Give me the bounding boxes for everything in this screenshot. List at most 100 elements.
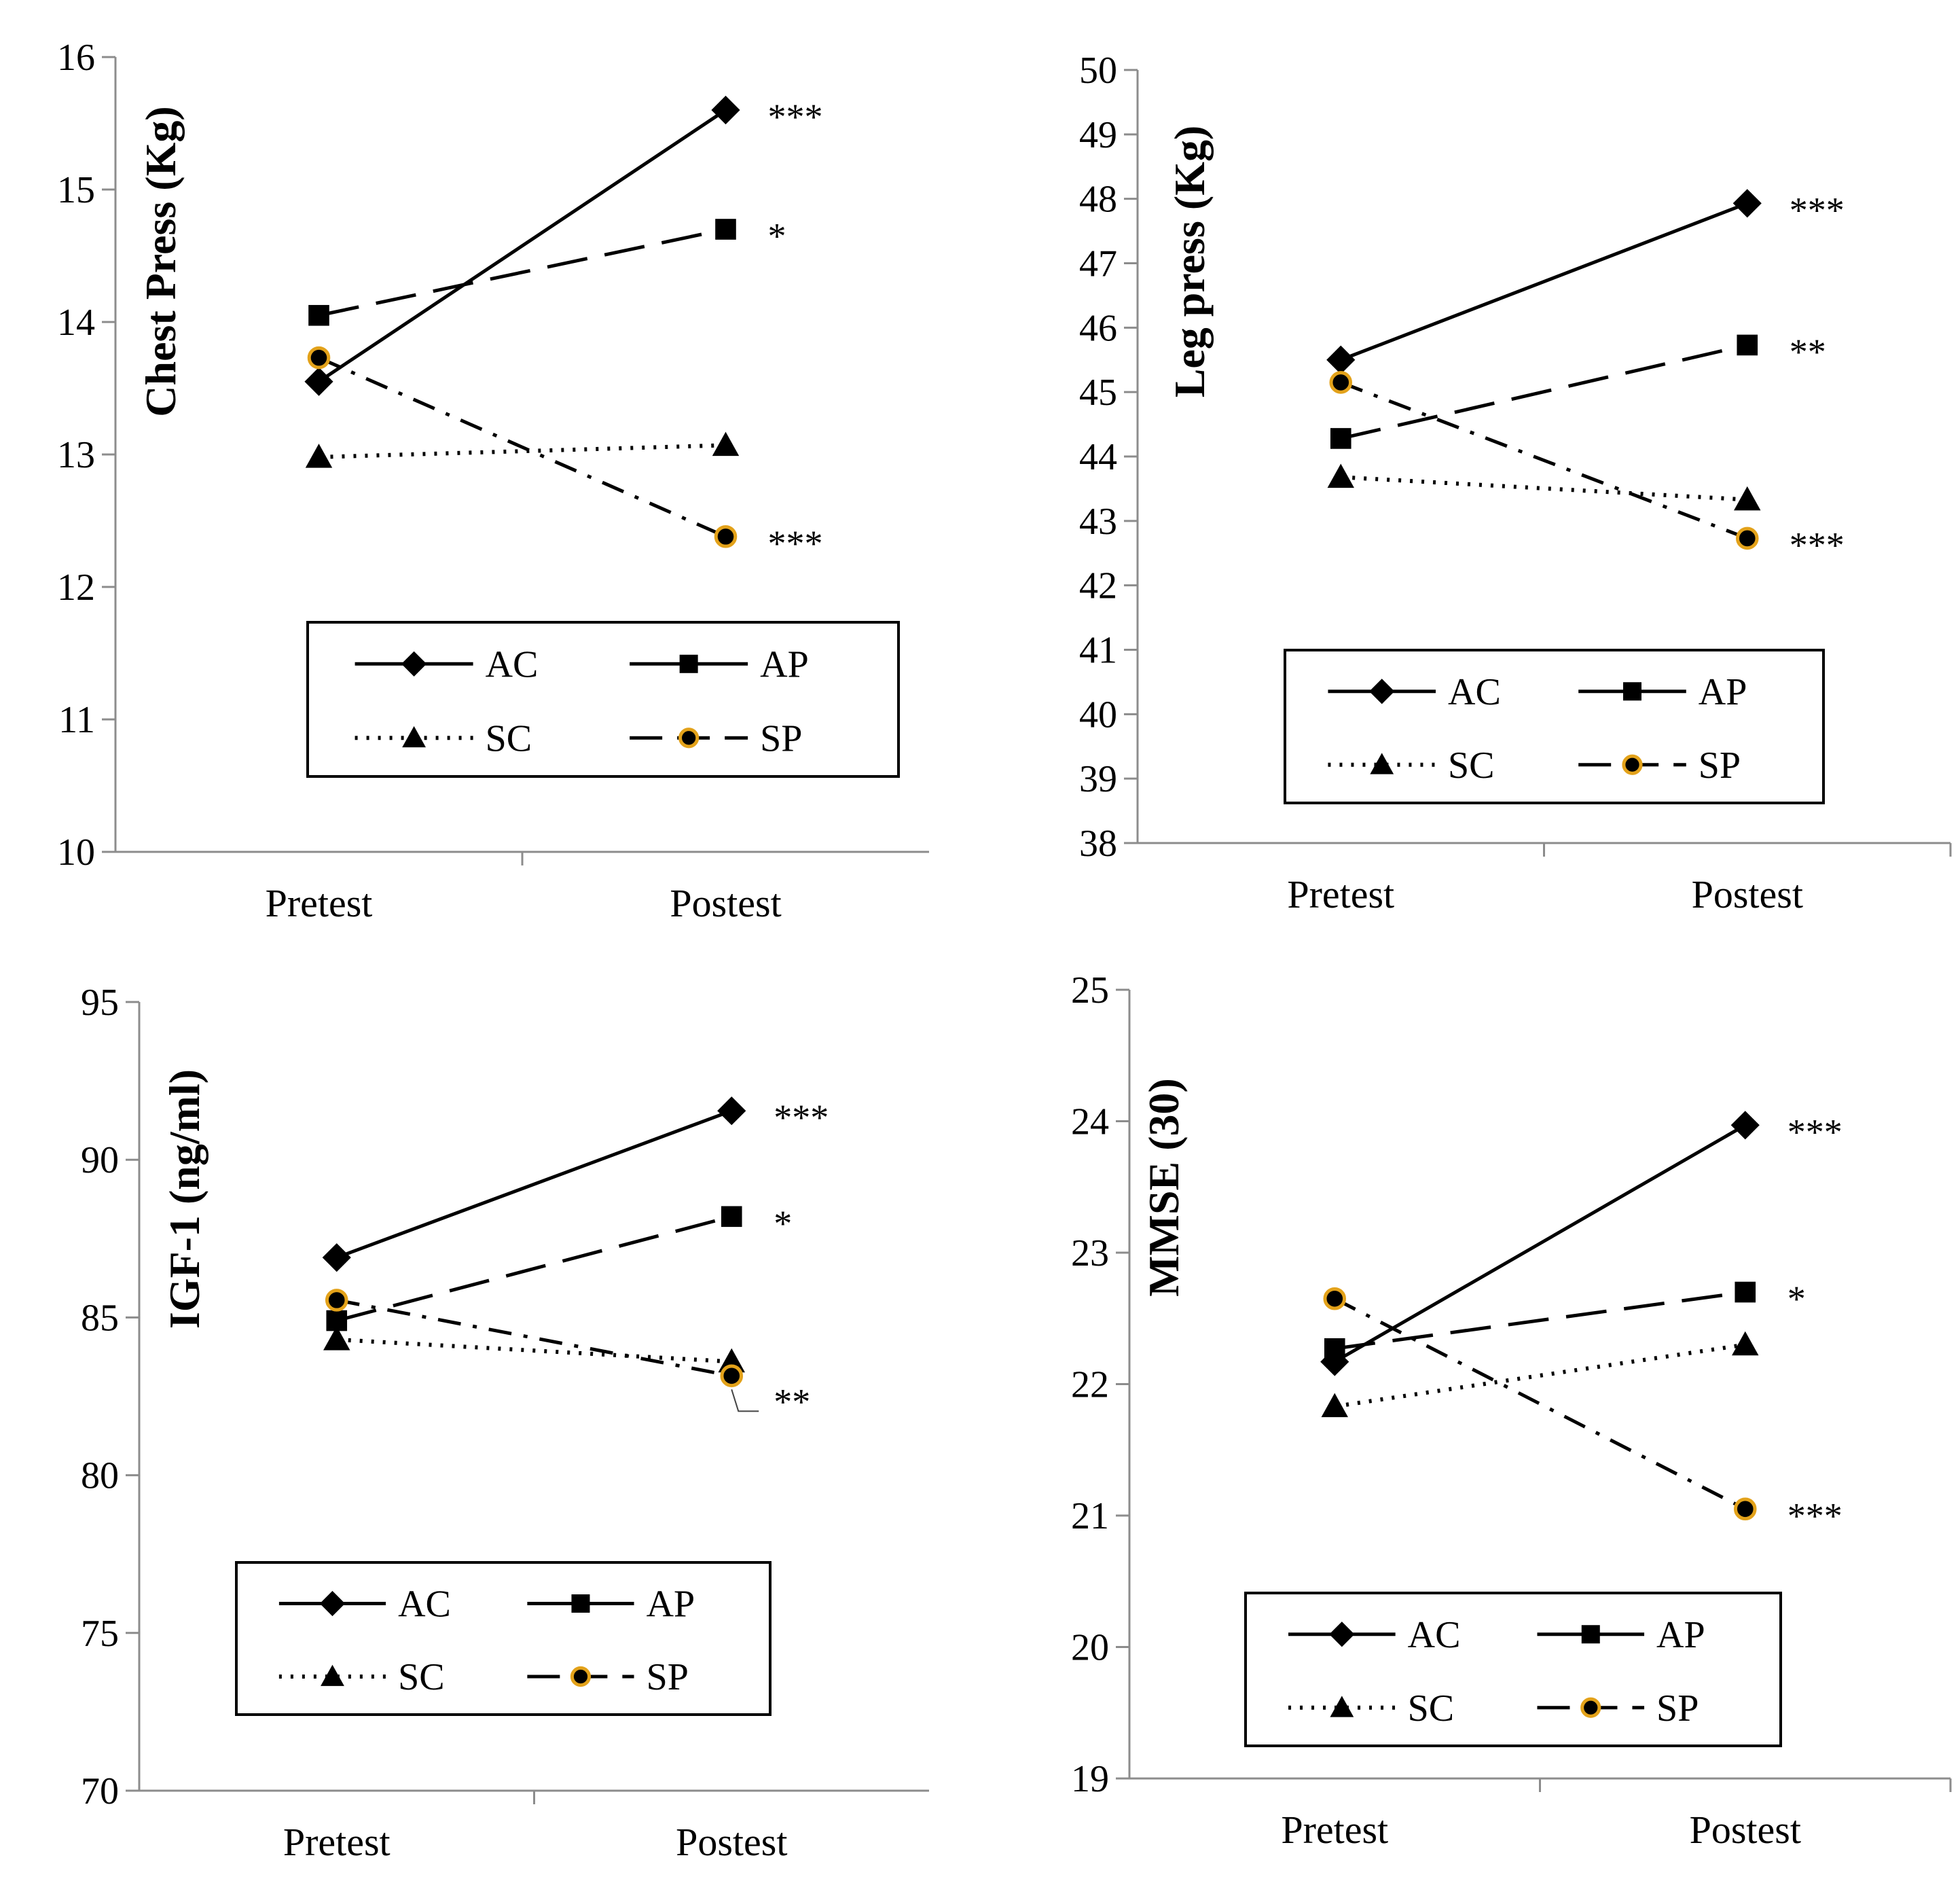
y-tick-label: 13	[57, 434, 95, 476]
x-tick-label-postest: Postest	[670, 881, 781, 925]
series-line-sp	[1340, 380, 1748, 540]
y-tick-label: 41	[1079, 630, 1117, 672]
legend-label-ac: AC	[486, 643, 539, 685]
data-point-ap-postest	[721, 1206, 742, 1228]
legend: AC AP SC SP	[1244, 1592, 1782, 1747]
y-tick-label: 24	[1071, 1101, 1109, 1143]
data-point-ap-pretest	[1330, 428, 1351, 449]
legend-marker-ap	[1622, 682, 1641, 701]
y-tick-label: 48	[1079, 179, 1117, 221]
legend: AC AP SC SP	[235, 1561, 772, 1716]
data-point-sc-pretest	[305, 444, 333, 468]
data-point-ap-postest	[715, 219, 736, 240]
series-line-ap	[1334, 1290, 1746, 1350]
significance-label-ap: *	[774, 1203, 792, 1244]
series-line-sc	[336, 1337, 732, 1364]
series-ac: ***	[1326, 189, 1845, 374]
chart-panel-2: 38 39 40 41 42 43 44 45 46 47 48 49 50 Pretest Postest…	[1079, 50, 1952, 916]
x-tick-label-postest: Postest	[1692, 872, 1803, 916]
y-tick-label: 11	[58, 699, 95, 741]
significance-label-sp: ***	[768, 523, 823, 564]
data-point-ac-pretest	[322, 1243, 351, 1272]
y-tick-label: 16	[57, 37, 95, 79]
legend-label-sp: SP	[1699, 745, 1741, 787]
legend-label-sp: SP	[760, 717, 802, 759]
chart-panel-1: 10 11 12 13 14 15 16 Pretest Postest Chest Press …	[57, 37, 929, 925]
legend-label-sp: SP	[1656, 1687, 1699, 1730]
data-point-sp-postest	[714, 525, 738, 548]
series-ac: ***	[304, 95, 823, 396]
y-tick-label: 19	[1071, 1758, 1109, 1800]
legend-marker-sp	[570, 1666, 592, 1687]
y-tick-label: 49	[1079, 114, 1117, 156]
legend-label-ap: AP	[1699, 671, 1747, 713]
legend-marker-sp	[1622, 754, 1643, 775]
legend-box	[1284, 649, 1825, 804]
significance-label-ac: ***	[1787, 1111, 1843, 1152]
series-line-sp	[336, 1298, 732, 1378]
data-point-ap-pretest	[1324, 1338, 1345, 1359]
legend-box	[235, 1561, 772, 1716]
y-tick-label: 25	[1071, 969, 1109, 1012]
data-point-sp-pretest	[325, 1289, 348, 1312]
series-sp: **	[325, 1289, 810, 1422]
legend-label-sp: SP	[647, 1656, 689, 1698]
series-ap: **	[1330, 332, 1826, 449]
data-point-ac-postest	[1732, 189, 1762, 218]
significance-label-ap: **	[1790, 332, 1826, 372]
x-tick-label-pretest: Pretest	[283, 1820, 391, 1864]
data-point-ac-pretest	[304, 367, 333, 396]
data-point-sc-postest	[1734, 486, 1761, 511]
legend-marker-sp	[1580, 1697, 1601, 1718]
legend: AC AP SC SP	[306, 621, 900, 778]
legend-marker-ac	[401, 651, 427, 677]
legend-label-ap: AP	[647, 1583, 695, 1625]
x-tick-label-pretest: Pretest	[266, 881, 373, 925]
y-tick-label: 21	[1071, 1495, 1109, 1537]
data-point-ac-postest	[1730, 1111, 1760, 1140]
legend-label-ac: AC	[1448, 671, 1501, 713]
x-tick-label-pretest: Pretest	[1281, 1808, 1388, 1852]
legend-marker-ac	[1329, 1622, 1355, 1647]
y-tick-label: 20	[1071, 1627, 1109, 1669]
data-point-sp-postest	[720, 1364, 744, 1388]
y-tick-label: 45	[1079, 372, 1117, 414]
data-point-sp-postest	[1735, 526, 1759, 550]
series-line-ap	[1340, 343, 1748, 440]
legend-marker-ap	[1581, 1625, 1600, 1644]
significance-label-ac: ***	[768, 96, 823, 137]
legend-label-ap: AP	[760, 643, 809, 685]
legend-label-ap: AP	[1656, 1614, 1705, 1656]
y-tick-label: 95	[81, 982, 119, 1024]
significance-label-sp: ***	[1787, 1495, 1843, 1536]
data-point-sp-postest	[1733, 1497, 1757, 1521]
y-tick-label: 46	[1079, 307, 1117, 349]
y-tick-label: 90	[81, 1139, 119, 1181]
y-tick-label: 39	[1079, 758, 1117, 800]
series-line-ac	[1334, 1124, 1746, 1363]
legend-label-ac: AC	[1408, 1614, 1461, 1656]
significance-label-ap: *	[768, 216, 786, 257]
data-point-ap-postest	[1735, 1281, 1756, 1303]
legend-marker-sc	[402, 726, 426, 748]
legend-marker-ac	[1369, 679, 1395, 704]
y-tick-label: 12	[57, 567, 95, 609]
legend-box	[306, 621, 900, 778]
legend-marker-sp	[678, 728, 700, 749]
x-tick-label-pretest: Pretest	[1287, 872, 1394, 916]
legend-label-sc: SC	[1408, 1687, 1455, 1730]
data-point-sp-pretest	[1329, 371, 1353, 394]
y-tick-label: 85	[81, 1297, 119, 1339]
x-tick-label-postest: Postest	[676, 1820, 787, 1864]
y-tick-label: 23	[1071, 1232, 1109, 1274]
y-tick-label: 42	[1079, 565, 1117, 607]
y-tick-label: 43	[1079, 501, 1117, 543]
legend-label-sc: SC	[398, 1656, 445, 1698]
y-tick-label: 40	[1079, 694, 1117, 736]
legend-label-sc: SC	[1448, 745, 1495, 787]
data-point-sc-postest	[1732, 1331, 1759, 1356]
y-axis-title: IGF-1 (ng/ml)	[160, 1069, 208, 1329]
legend-marker-ap	[679, 654, 698, 673]
y-tick-label: 70	[81, 1770, 119, 1812]
